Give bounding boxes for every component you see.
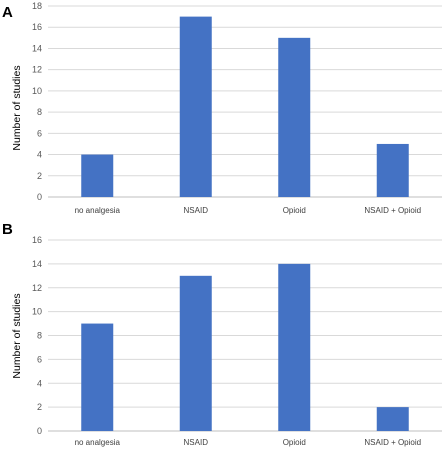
panel-b-category-label-nsaid-opioid: NSAID + Opioid	[364, 438, 421, 447]
panel-a-category-label-no-analgesia: no analgesia	[75, 206, 121, 215]
panel-a-y-tick-label: 0	[37, 192, 42, 202]
panel-a-y-tick-label: 2	[37, 171, 42, 181]
panel-b-bar-no-analgesia	[81, 323, 114, 431]
panel-b-y-tick-label: 6	[37, 354, 42, 364]
panel-b-y-tick-label: 8	[37, 331, 42, 341]
panel-a-y-tick-label: 12	[32, 65, 42, 75]
panel-b-y-tick-label: 12	[32, 283, 42, 293]
panel-b-y-tick-label: 10	[32, 307, 42, 317]
panel-b-bar-nsaid	[179, 275, 212, 431]
panel-a-y-tick-label: 4	[37, 150, 42, 160]
panel-a-y-tick-label: 16	[32, 22, 42, 32]
panel-a-bar-opioid	[278, 37, 311, 198]
panel-b-y-tick-label: 0	[37, 426, 42, 436]
panel-a-bar-nsaid	[179, 16, 212, 197]
panel-b-y-tick-label: 4	[37, 378, 42, 388]
panel-a-y-tick-label: 10	[32, 86, 42, 96]
panel-b-chart: B Number of studies 0 2 4 6 8 10 12 14 16 no anal…	[2, 221, 442, 447]
panel-b-letter: B	[2, 221, 13, 238]
panel-a-y-tick-label: 14	[32, 43, 42, 53]
panel-b-y-tick-label: 14	[32, 259, 42, 269]
panel-b-y-tick-label: 2	[37, 402, 42, 412]
panel-a-chart: A Number of studies 0 2 4 6 8 10 12 14 16 18 no an…	[2, 1, 442, 215]
panel-a-y-axis-title: Number of studies	[11, 65, 23, 150]
panel-b-bar-nsaid-opioid	[376, 407, 409, 431]
panel-a-y-tick-label: 8	[37, 107, 42, 117]
panel-a-category-label-opioid: Opioid	[283, 206, 306, 215]
panel-a-bar-no-analgesia	[81, 154, 114, 197]
panel-a-y-tick-label: 6	[37, 128, 42, 138]
panel-a-category-label-nsaid-opioid: NSAID + Opioid	[364, 206, 421, 215]
panel-a-y-tick-label: 18	[32, 1, 42, 11]
panel-b-y-tick-label: 16	[32, 235, 42, 245]
panel-a-letter: A	[2, 4, 13, 21]
panel-a-bar-nsaid-opioid	[376, 143, 409, 197]
panel-b-category-label-no-analgesia: no analgesia	[75, 438, 121, 447]
panel-b-category-label-nsaid: NSAID	[184, 438, 209, 447]
panel-b-bar-opioid	[278, 263, 311, 431]
panel-b-y-axis-title: Number of studies	[11, 293, 23, 378]
panel-a-category-label-nsaid: NSAID	[184, 206, 209, 215]
panel-b-category-label-opioid: Opioid	[283, 438, 306, 447]
